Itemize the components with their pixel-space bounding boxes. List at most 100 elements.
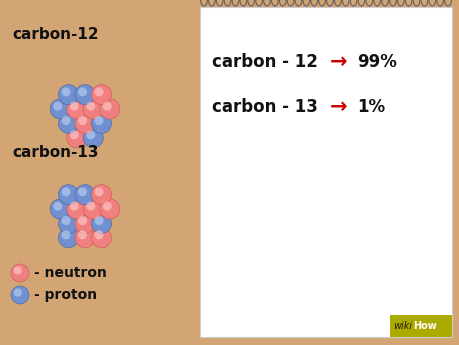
Circle shape: [100, 99, 119, 119]
Ellipse shape: [349, 0, 356, 6]
Text: carbon - 13: carbon - 13: [212, 98, 317, 116]
Bar: [200, 7, 451, 337]
Circle shape: [83, 199, 103, 219]
Circle shape: [94, 187, 103, 196]
Ellipse shape: [420, 0, 427, 6]
Ellipse shape: [263, 0, 270, 6]
Ellipse shape: [208, 0, 215, 6]
Circle shape: [91, 228, 111, 248]
Text: 1%: 1%: [356, 98, 384, 116]
Text: 99%: 99%: [356, 53, 396, 71]
Ellipse shape: [216, 0, 223, 6]
Circle shape: [14, 266, 22, 275]
Circle shape: [70, 130, 78, 139]
Ellipse shape: [310, 0, 317, 6]
Circle shape: [62, 87, 70, 96]
Ellipse shape: [436, 0, 442, 6]
Circle shape: [11, 286, 29, 304]
Ellipse shape: [326, 0, 333, 6]
Circle shape: [62, 116, 70, 125]
Ellipse shape: [412, 0, 419, 6]
Ellipse shape: [302, 0, 309, 6]
Text: carbon-13: carbon-13: [12, 145, 98, 160]
Circle shape: [58, 85, 78, 105]
Circle shape: [14, 288, 22, 297]
Circle shape: [91, 114, 111, 134]
Circle shape: [91, 213, 111, 233]
Circle shape: [58, 185, 78, 205]
Text: →: →: [329, 97, 347, 117]
Circle shape: [58, 114, 78, 134]
Circle shape: [58, 213, 78, 233]
Ellipse shape: [200, 0, 207, 6]
Ellipse shape: [341, 0, 348, 6]
Bar: [389, 315, 451, 337]
Ellipse shape: [286, 0, 293, 6]
Circle shape: [102, 202, 112, 211]
Ellipse shape: [334, 0, 341, 6]
Circle shape: [50, 99, 70, 119]
Circle shape: [94, 216, 103, 225]
Ellipse shape: [373, 0, 380, 6]
Circle shape: [70, 102, 78, 111]
Ellipse shape: [428, 0, 435, 6]
Circle shape: [62, 216, 70, 225]
Circle shape: [67, 128, 87, 148]
Circle shape: [78, 187, 87, 196]
Circle shape: [70, 202, 78, 211]
Circle shape: [91, 185, 111, 205]
Circle shape: [75, 228, 95, 248]
Ellipse shape: [224, 0, 230, 6]
Circle shape: [53, 202, 62, 211]
Ellipse shape: [255, 0, 262, 6]
Text: →: →: [329, 52, 347, 72]
Text: - proton: - proton: [34, 288, 97, 302]
Circle shape: [11, 264, 29, 282]
Circle shape: [86, 102, 95, 111]
Ellipse shape: [279, 0, 285, 6]
Circle shape: [75, 185, 95, 205]
Ellipse shape: [404, 0, 411, 6]
Ellipse shape: [381, 0, 387, 6]
Ellipse shape: [240, 0, 246, 6]
Circle shape: [62, 187, 70, 196]
Circle shape: [50, 199, 70, 219]
Circle shape: [75, 85, 95, 105]
Text: carbon-12: carbon-12: [12, 27, 98, 42]
Circle shape: [78, 87, 87, 96]
Circle shape: [91, 85, 111, 105]
Circle shape: [94, 116, 103, 125]
Circle shape: [78, 230, 87, 239]
Ellipse shape: [295, 0, 301, 6]
Ellipse shape: [318, 0, 325, 6]
Ellipse shape: [397, 0, 403, 6]
Ellipse shape: [232, 0, 238, 6]
Circle shape: [78, 116, 87, 125]
Circle shape: [75, 114, 95, 134]
Ellipse shape: [271, 0, 278, 6]
Circle shape: [83, 128, 103, 148]
Circle shape: [94, 230, 103, 239]
Ellipse shape: [389, 0, 395, 6]
Ellipse shape: [365, 0, 372, 6]
Ellipse shape: [357, 0, 364, 6]
Circle shape: [58, 228, 78, 248]
Circle shape: [75, 213, 95, 233]
Circle shape: [86, 202, 95, 211]
Circle shape: [100, 199, 119, 219]
Text: - neutron: - neutron: [34, 266, 106, 280]
Ellipse shape: [444, 0, 450, 6]
Text: wiki: wiki: [392, 321, 411, 331]
Circle shape: [94, 87, 103, 96]
Circle shape: [67, 199, 87, 219]
Circle shape: [102, 102, 112, 111]
Circle shape: [53, 102, 62, 111]
Ellipse shape: [247, 0, 254, 6]
Text: How: How: [412, 321, 436, 331]
Circle shape: [78, 216, 87, 225]
Circle shape: [86, 130, 95, 139]
Circle shape: [83, 99, 103, 119]
Text: carbon - 12: carbon - 12: [212, 53, 317, 71]
Circle shape: [67, 99, 87, 119]
Circle shape: [62, 230, 70, 239]
